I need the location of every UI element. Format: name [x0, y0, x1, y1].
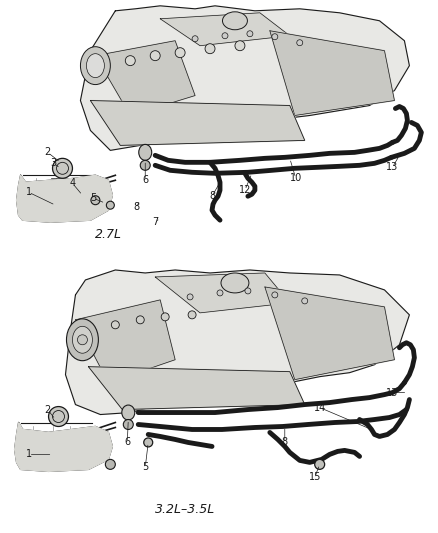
- Circle shape: [49, 407, 68, 426]
- Circle shape: [140, 160, 150, 171]
- Circle shape: [272, 34, 278, 40]
- Circle shape: [217, 290, 223, 296]
- Text: 3: 3: [50, 158, 57, 168]
- Circle shape: [111, 321, 119, 329]
- Circle shape: [297, 40, 303, 46]
- Circle shape: [192, 36, 198, 42]
- Text: 1: 1: [25, 187, 32, 197]
- Circle shape: [106, 459, 115, 470]
- Ellipse shape: [139, 144, 152, 160]
- Ellipse shape: [72, 326, 92, 353]
- Ellipse shape: [91, 196, 100, 205]
- Ellipse shape: [106, 201, 114, 209]
- Ellipse shape: [122, 405, 135, 420]
- Polygon shape: [81, 6, 410, 150]
- Circle shape: [188, 311, 196, 319]
- Circle shape: [245, 288, 251, 294]
- Ellipse shape: [67, 319, 99, 361]
- Polygon shape: [66, 270, 410, 415]
- Ellipse shape: [86, 54, 104, 78]
- Polygon shape: [75, 300, 175, 383]
- Text: 8: 8: [133, 202, 139, 212]
- Circle shape: [302, 298, 308, 304]
- Ellipse shape: [314, 459, 325, 470]
- Text: 13: 13: [386, 163, 399, 172]
- Text: 13: 13: [386, 387, 399, 398]
- Circle shape: [150, 51, 160, 61]
- Circle shape: [53, 158, 72, 178]
- Circle shape: [205, 44, 215, 54]
- Text: 7: 7: [152, 217, 158, 227]
- Text: 5: 5: [90, 193, 96, 203]
- Text: 2: 2: [44, 405, 51, 415]
- Polygon shape: [265, 287, 395, 379]
- Circle shape: [78, 335, 88, 345]
- Text: 8: 8: [209, 191, 215, 201]
- Text: 6: 6: [142, 175, 148, 185]
- Text: 12: 12: [239, 185, 251, 195]
- Text: 15: 15: [308, 472, 321, 482]
- Text: 5: 5: [142, 462, 148, 472]
- Polygon shape: [160, 13, 290, 46]
- Ellipse shape: [81, 47, 110, 85]
- Polygon shape: [90, 101, 305, 146]
- Polygon shape: [95, 41, 195, 116]
- Text: 2: 2: [44, 147, 51, 157]
- Text: 2.7L: 2.7L: [95, 228, 122, 240]
- Text: 8: 8: [282, 438, 288, 447]
- Text: 3.2L–3.5L: 3.2L–3.5L: [155, 503, 215, 516]
- Polygon shape: [155, 273, 290, 313]
- Circle shape: [235, 41, 245, 51]
- Text: 1: 1: [25, 449, 32, 459]
- Text: 6: 6: [124, 438, 131, 447]
- Text: 14: 14: [314, 402, 326, 413]
- Ellipse shape: [223, 12, 247, 30]
- Polygon shape: [17, 175, 112, 222]
- Polygon shape: [88, 367, 305, 409]
- Circle shape: [125, 55, 135, 66]
- Circle shape: [161, 313, 169, 321]
- Ellipse shape: [144, 438, 153, 447]
- Circle shape: [222, 33, 228, 39]
- Text: 4: 4: [69, 178, 75, 188]
- Circle shape: [247, 31, 253, 37]
- Text: 10: 10: [290, 173, 302, 183]
- Circle shape: [187, 294, 193, 300]
- Circle shape: [272, 292, 278, 298]
- Circle shape: [175, 47, 185, 58]
- Circle shape: [124, 419, 133, 430]
- Ellipse shape: [221, 273, 249, 293]
- Polygon shape: [270, 31, 395, 116]
- Circle shape: [136, 316, 144, 324]
- Polygon shape: [14, 423, 112, 471]
